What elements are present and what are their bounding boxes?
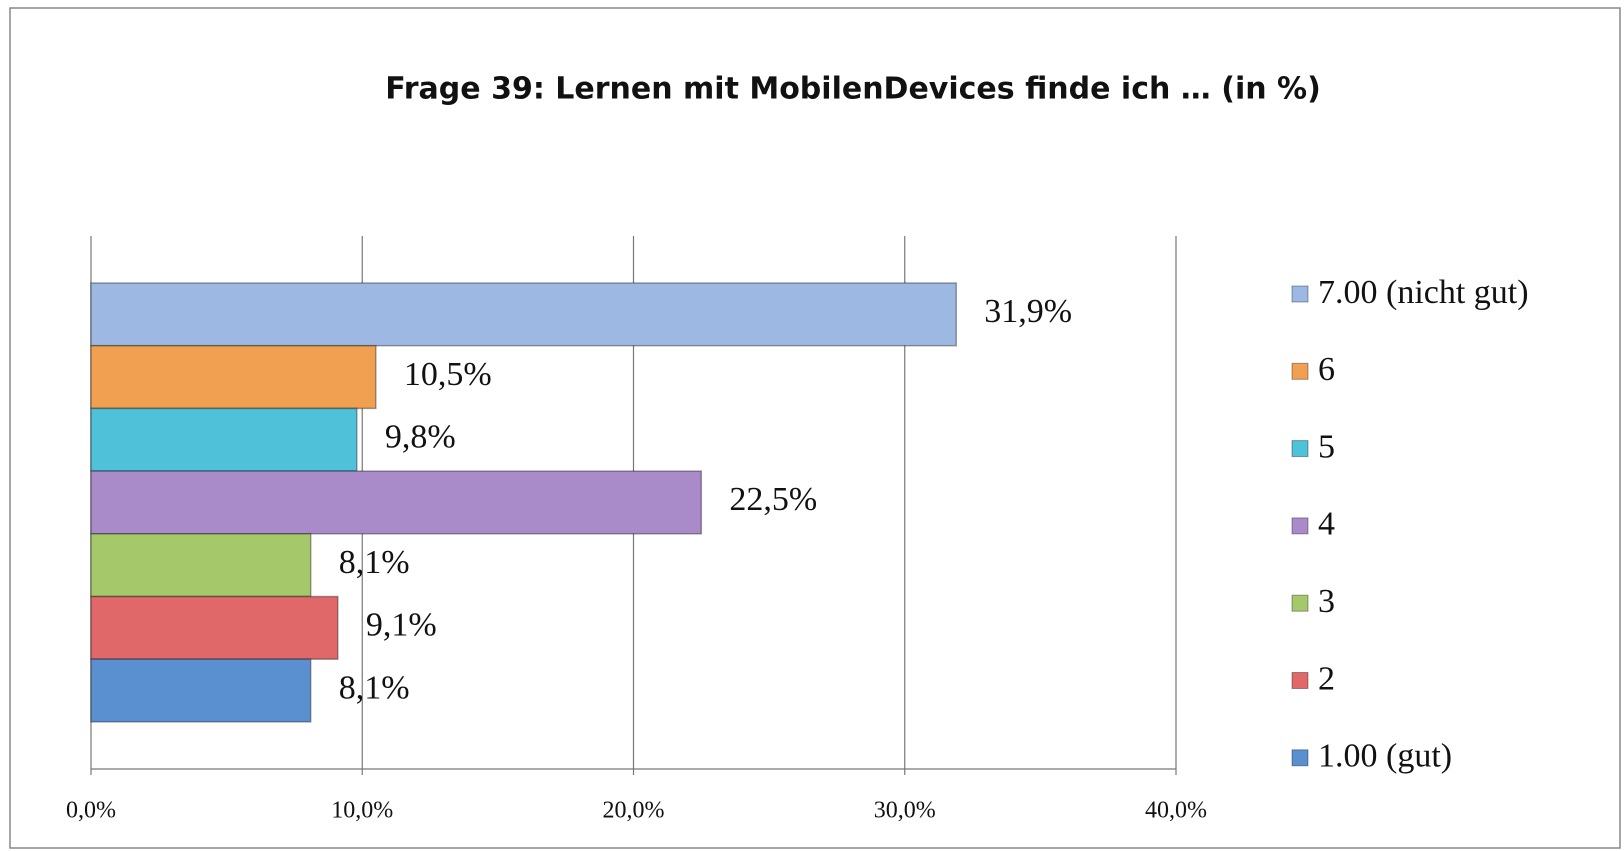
value-label: 10,5% xyxy=(404,356,492,393)
legend-label: 3 xyxy=(1318,583,1335,620)
x-tick-label: 20,0% xyxy=(603,798,665,824)
chart-title: Frage 39: Lernen mit MobilenDevices find… xyxy=(385,72,1321,107)
chart-frame xyxy=(9,7,1621,849)
value-label: 8,1% xyxy=(339,669,410,706)
bar xyxy=(90,282,958,347)
bar xyxy=(90,533,312,598)
legend-swatch xyxy=(1291,285,1309,303)
legend-swatch xyxy=(1291,672,1309,689)
x-tick-label: 40,0% xyxy=(1145,798,1207,824)
value-label: 22,5% xyxy=(729,481,817,518)
legend-swatch xyxy=(1291,362,1309,380)
x-tick-label: 30,0% xyxy=(874,798,936,824)
x-tick-label: 10,0% xyxy=(331,798,393,824)
legend-label: 6 xyxy=(1318,351,1335,388)
legend-label: 5 xyxy=(1318,428,1335,465)
bar xyxy=(90,407,358,472)
bar xyxy=(90,344,377,410)
legend-swatch xyxy=(1291,517,1309,535)
legend-label: 1.00 (gut) xyxy=(1318,738,1452,775)
legend-swatch xyxy=(1291,594,1309,612)
value-label: 31,9% xyxy=(984,293,1072,330)
bar xyxy=(90,470,703,535)
legend-swatch xyxy=(1291,749,1309,767)
legend-label: 7.00 (nicht gut) xyxy=(1318,274,1529,311)
value-label: 9,1% xyxy=(366,607,437,644)
bar xyxy=(90,658,312,723)
bar xyxy=(90,595,339,660)
x-tick-label: 0,0% xyxy=(66,798,116,824)
value-label: 8,1% xyxy=(339,544,410,581)
legend-label: 2 xyxy=(1318,660,1335,697)
value-label: 9,8% xyxy=(385,419,456,456)
legend-label: 4 xyxy=(1318,506,1335,543)
legend-swatch xyxy=(1291,440,1309,458)
